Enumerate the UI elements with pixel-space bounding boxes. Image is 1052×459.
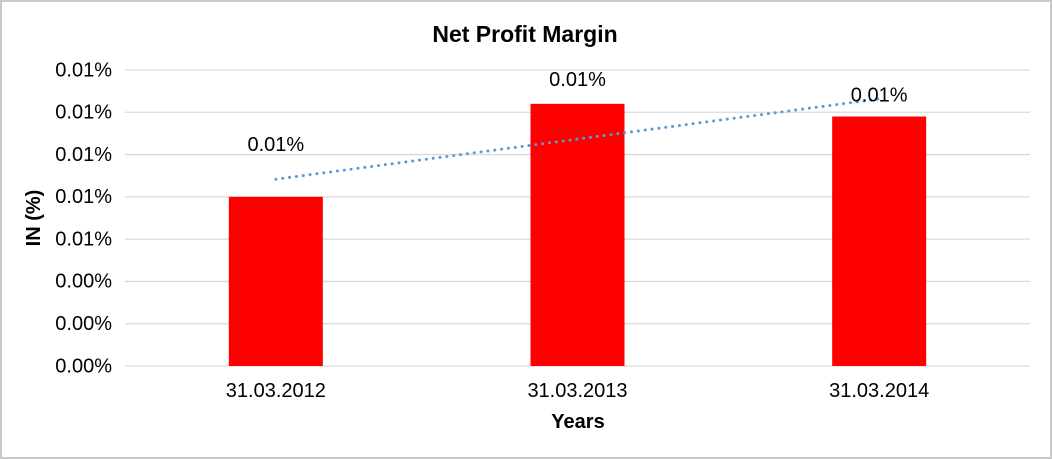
bar bbox=[530, 103, 625, 366]
y-tick-label: 0.00% bbox=[55, 271, 112, 293]
y-tick-label: 0.01% bbox=[55, 144, 112, 166]
x-tick-label: 31.03.2013 bbox=[527, 380, 627, 402]
data-label: 0.01% bbox=[851, 85, 908, 107]
y-tick-label: 0.01% bbox=[55, 186, 112, 208]
linear-trendline bbox=[274, 97, 881, 181]
bar bbox=[228, 196, 323, 366]
data-labels: 0.01% 0.01% 0.01% bbox=[247, 69, 907, 156]
y-axis-tick-labels: 0.01% 0.01% 0.01% 0.01% 0.01% 0.00% 0.00% 0.00% bbox=[55, 59, 112, 377]
bar bbox=[832, 116, 927, 366]
chart-title: Net Profit Margin bbox=[432, 21, 617, 47]
x-axis-tick-labels: 31.03.2012 31.03.2013 31.03.2014 bbox=[226, 380, 929, 402]
trendline-line bbox=[274, 97, 881, 181]
y-tick-label: 0.00% bbox=[55, 355, 112, 377]
y-tick-label: 0.01% bbox=[55, 102, 112, 124]
bar-series bbox=[228, 103, 927, 366]
x-tick-label: 31.03.2012 bbox=[226, 380, 326, 402]
x-axis-title: Years bbox=[551, 411, 604, 433]
data-label: 0.01% bbox=[549, 69, 606, 91]
y-tick-label: 0.00% bbox=[55, 313, 112, 335]
data-label: 0.01% bbox=[247, 134, 304, 156]
y-axis-title: IN (%) bbox=[23, 190, 45, 247]
y-tick-label: 0.01% bbox=[55, 228, 112, 250]
y-tick-label: 0.01% bbox=[55, 59, 112, 81]
x-tick-label: 31.03.2014 bbox=[829, 380, 929, 402]
